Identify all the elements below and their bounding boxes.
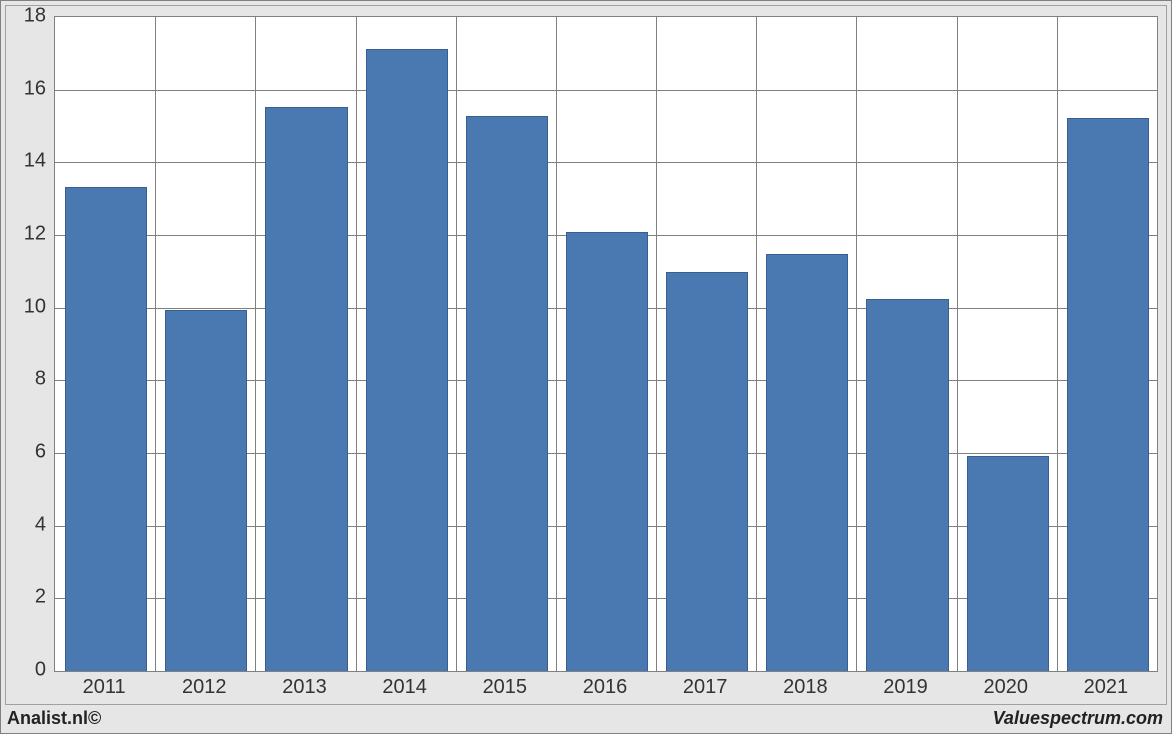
bar: [967, 456, 1049, 671]
gridline-v: [556, 17, 557, 671]
gridline-v: [1057, 17, 1058, 671]
x-tick-label: 2014: [382, 676, 427, 699]
x-tick-label: 2018: [783, 676, 828, 699]
y-tick-label: 12: [6, 223, 46, 246]
y-tick-label: 6: [6, 441, 46, 464]
bar: [1067, 118, 1149, 671]
y-tick-label: 16: [6, 77, 46, 100]
gridline-v: [957, 17, 958, 671]
bar: [466, 116, 548, 671]
source-left-label: Analist.nl©: [7, 708, 101, 729]
gridline-h: [55, 162, 1157, 163]
x-tick-label: 2015: [483, 676, 528, 699]
bar: [766, 254, 848, 671]
x-tick-label: 2016: [583, 676, 628, 699]
bar: [866, 299, 948, 671]
y-tick-label: 18: [6, 5, 46, 28]
chart-frame: 0 2 4 6 8 10 12 14 16 18 2011 2012 2013 2014 2015 2016…: [0, 0, 1172, 734]
gridline-v: [456, 17, 457, 671]
y-tick-label: 0: [6, 659, 46, 682]
bar: [265, 107, 347, 671]
x-tick-label: 2013: [282, 676, 327, 699]
source-right-label: Valuespectrum.com: [993, 708, 1163, 729]
y-tick-label: 10: [6, 295, 46, 318]
x-tick-label: 2017: [683, 676, 728, 699]
gridline-v: [856, 17, 857, 671]
y-tick-label: 4: [6, 513, 46, 536]
gridline-v: [656, 17, 657, 671]
x-tick-label: 2021: [1084, 676, 1129, 699]
bar: [666, 272, 748, 671]
bar: [65, 187, 147, 671]
gridline-v: [356, 17, 357, 671]
bar: [566, 232, 648, 671]
gridline-h: [55, 90, 1157, 91]
gridline-v: [255, 17, 256, 671]
chart-panel: 0 2 4 6 8 10 12 14 16 18 2011 2012 2013 2014 2015 2016…: [5, 5, 1167, 705]
bar: [165, 310, 247, 671]
y-tick-label: 2: [6, 586, 46, 609]
gridline-v: [155, 17, 156, 671]
y-tick-label: 8: [6, 368, 46, 391]
x-tick-label: 2019: [883, 676, 928, 699]
y-tick-label: 14: [6, 150, 46, 173]
x-tick-label: 2020: [983, 676, 1028, 699]
gridline-v: [756, 17, 757, 671]
x-tick-label: 2011: [83, 676, 126, 699]
plot-area: [54, 16, 1158, 672]
x-tick-label: 2012: [182, 676, 227, 699]
bar: [366, 49, 448, 671]
